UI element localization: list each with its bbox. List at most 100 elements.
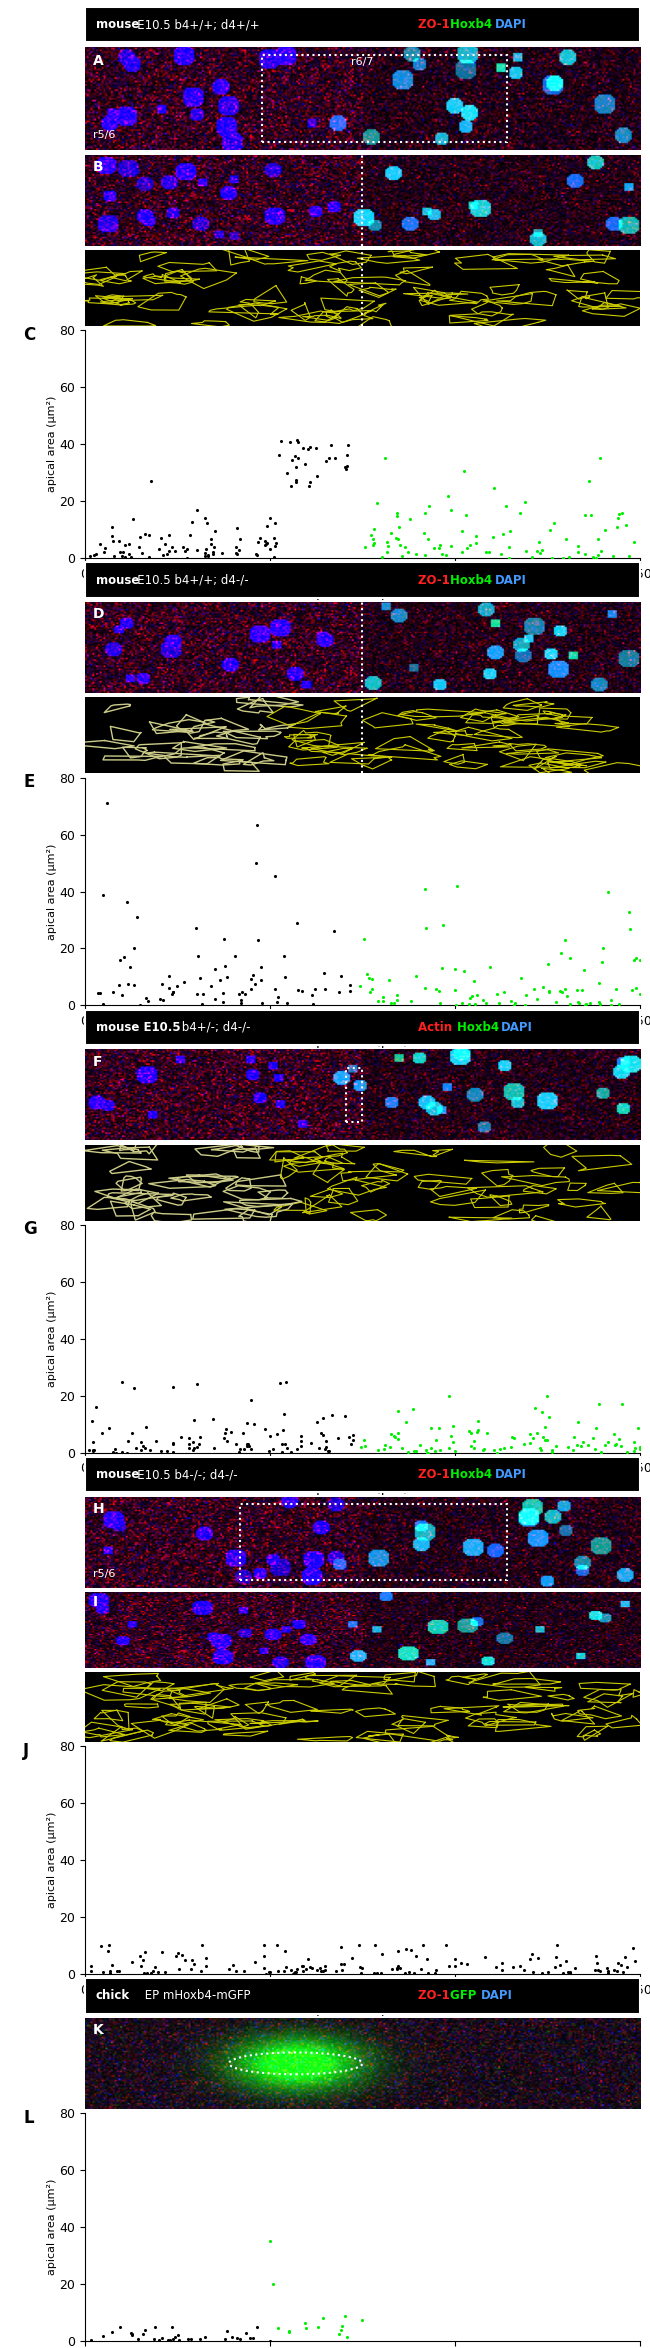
Point [194,1425,204,1463]
Point [145,1432,155,1470]
Point [600,1425,610,1463]
Point [144,538,154,575]
Point [244,1428,254,1465]
Point [124,526,134,564]
Point [318,1954,329,1991]
Point [630,1430,640,1468]
Y-axis label: apical area (μm²): apical area (μm²) [47,397,57,493]
Point [369,1954,379,1991]
Text: ZO-1: ZO-1 [418,1468,454,1482]
Point [255,519,265,556]
Point [316,1951,326,1989]
Point [509,1421,519,1458]
Point [347,1939,358,1977]
Point [287,1956,298,1993]
Point [158,981,168,1019]
Point [98,986,108,1024]
Point [393,1413,403,1451]
Point [191,531,202,568]
Point [608,1951,619,1989]
Point [574,984,584,1021]
Point [270,505,280,542]
Point [224,1951,235,1989]
Point [127,2317,137,2348]
Point [293,423,304,460]
Point [591,540,601,578]
Point [617,495,627,533]
Point [464,986,474,1024]
Point [561,1942,571,1979]
Point [187,1942,197,1979]
Point [593,984,604,1021]
Point [102,784,112,822]
Point [594,1385,604,1423]
Point [98,1954,108,1991]
Text: E10.5 b4-/-; d4-/-: E10.5 b4-/-; d4-/- [126,1468,238,1482]
Point [576,1428,586,1465]
Point [146,1954,157,1991]
Point [469,963,479,1000]
Point [402,533,413,571]
Point [428,528,439,566]
Point [422,1939,433,1977]
Point [457,512,467,549]
Point [629,942,639,979]
Point [393,1932,403,1970]
Point [276,423,286,460]
Point [617,1385,627,1423]
Point [214,960,225,998]
Point [595,986,606,1024]
Point [495,1430,505,1468]
Point [164,533,174,571]
Point [625,911,635,949]
Point [292,1949,302,1986]
Point [243,1425,254,1463]
Point [135,986,145,1024]
Text: DAPI: DAPI [495,1468,527,1482]
Point [458,953,469,991]
Point [547,1432,557,1470]
Point [410,535,421,573]
Point [393,521,403,559]
Point [614,495,624,533]
Point [310,970,320,1007]
Point [226,1413,237,1451]
Point [371,1954,382,1991]
Point [286,467,296,505]
Point [129,1369,140,1406]
Point [543,944,553,981]
Point [634,942,645,979]
Point [446,491,456,528]
Point [466,1413,476,1451]
Point [143,981,153,1019]
Point [133,528,144,566]
Point [281,453,292,491]
Point [364,958,374,996]
Point [560,920,571,958]
Point [135,1937,146,1975]
Point [198,974,209,1012]
Point [186,1951,196,1989]
Point [320,1430,330,1468]
Point [423,521,434,559]
Point [630,939,641,977]
Point [565,1954,575,1991]
Point [431,1421,441,1458]
Point [612,507,622,545]
Point [392,977,402,1014]
Point [560,521,571,559]
Point [162,2322,173,2348]
Point [98,876,109,913]
Point [206,526,216,564]
Point [493,984,504,1021]
Point [136,1423,147,1460]
Point [316,1413,326,1451]
Point [330,1951,341,1989]
Point [200,500,210,538]
Point [444,1946,454,1984]
Point [151,1423,161,1460]
Point [217,984,228,1021]
Point [367,519,378,556]
Point [606,986,616,1024]
Point [96,1413,107,1451]
